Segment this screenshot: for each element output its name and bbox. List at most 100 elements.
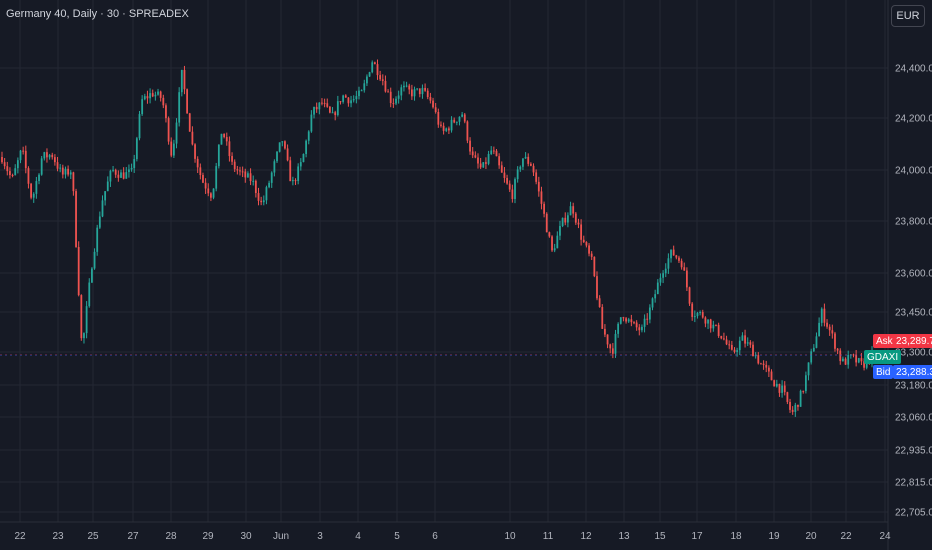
candle — [239, 166, 241, 176]
candle — [146, 90, 149, 104]
candle — [400, 84, 403, 101]
candle — [257, 187, 260, 206]
x-tick-label: 13 — [618, 531, 630, 542]
candle — [109, 169, 112, 187]
candle — [273, 159, 276, 177]
candle — [143, 93, 146, 101]
candle — [537, 176, 540, 197]
x-tick-label: 12 — [580, 531, 592, 542]
candle — [191, 126, 194, 146]
y-tick-label: 24,400.0 — [895, 64, 932, 75]
candle — [38, 173, 40, 185]
candle — [135, 136, 138, 162]
candle — [46, 148, 48, 163]
candle — [440, 121, 442, 128]
candle — [162, 94, 165, 109]
candle — [857, 357, 860, 364]
candle — [352, 95, 355, 103]
candle — [376, 59, 379, 80]
candle — [120, 169, 122, 178]
candle — [231, 152, 233, 166]
x-tick-label: 17 — [691, 531, 703, 542]
candle — [519, 165, 522, 172]
candle — [429, 92, 432, 104]
candle — [685, 267, 688, 291]
candle — [3, 158, 6, 170]
candle — [836, 347, 839, 355]
candle — [40, 155, 43, 176]
candle — [495, 149, 498, 157]
candle — [469, 137, 471, 155]
x-tick-label: 29 — [202, 531, 214, 542]
candle — [122, 167, 125, 180]
currency-button[interactable]: EUR — [891, 5, 925, 27]
candle — [447, 126, 450, 135]
candle — [738, 336, 741, 356]
candle — [202, 172, 204, 184]
candle — [596, 271, 598, 301]
candle — [294, 178, 297, 186]
candle — [638, 324, 641, 336]
candle — [157, 88, 159, 96]
candle — [625, 316, 627, 324]
candle — [344, 94, 347, 98]
candle — [56, 156, 59, 172]
candle — [492, 146, 495, 155]
candle — [30, 182, 32, 200]
candle — [188, 112, 191, 132]
candle — [149, 88, 151, 104]
y-tick-label: 23,180.0 — [895, 381, 932, 392]
candle — [540, 186, 543, 210]
candle — [609, 343, 612, 354]
candle — [9, 167, 11, 179]
candle — [601, 304, 604, 329]
candle — [627, 317, 630, 323]
candle — [220, 133, 223, 145]
candle — [712, 320, 715, 332]
candle — [654, 289, 657, 303]
y-tick-label: 22,935.0 — [895, 446, 932, 457]
candle — [548, 231, 551, 238]
candle — [593, 256, 596, 278]
candle — [133, 154, 136, 173]
candle — [767, 365, 770, 378]
candle — [466, 120, 469, 144]
y-tick-label: 23,600.0 — [895, 269, 932, 280]
candle — [844, 357, 847, 365]
candle — [112, 165, 114, 173]
candle — [736, 347, 739, 357]
candle — [804, 371, 807, 394]
candle — [474, 151, 477, 159]
candle — [842, 356, 844, 362]
candle — [778, 383, 781, 397]
candle — [418, 88, 421, 98]
candle — [6, 161, 9, 176]
candle — [498, 153, 501, 169]
x-tick-label: 27 — [127, 531, 139, 542]
candle — [215, 162, 218, 192]
chart-title: Germany 40, Daily · 30 · SPREADEX — [6, 8, 189, 20]
candle — [366, 74, 368, 87]
candle — [688, 286, 691, 306]
x-tick-label: 24 — [879, 531, 891, 542]
candle — [318, 102, 321, 115]
candle — [556, 231, 559, 249]
candle — [434, 103, 437, 114]
candle — [831, 324, 834, 339]
candle — [141, 95, 144, 116]
candle — [32, 192, 35, 203]
candle — [529, 162, 532, 167]
candle — [204, 178, 207, 194]
candle — [789, 398, 791, 413]
candle — [744, 329, 746, 348]
candle — [667, 253, 670, 274]
candle — [775, 379, 778, 388]
candle — [432, 97, 434, 109]
candle — [445, 127, 448, 133]
candle — [69, 170, 72, 179]
candle — [582, 235, 585, 244]
candle — [405, 81, 408, 88]
candle — [128, 164, 130, 178]
candle — [313, 106, 315, 119]
